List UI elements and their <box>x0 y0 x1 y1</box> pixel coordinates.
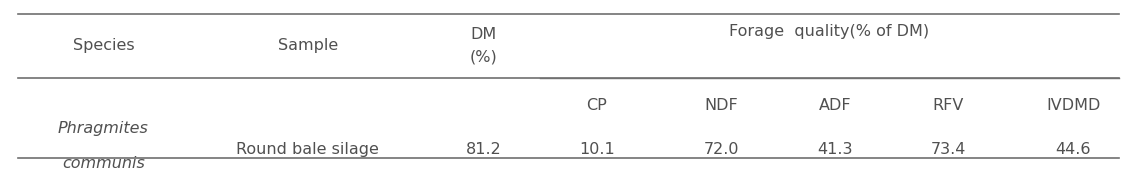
Text: CP: CP <box>587 98 607 113</box>
Text: (%): (%) <box>470 50 497 65</box>
Text: RFV: RFV <box>932 98 964 113</box>
Text: NDF: NDF <box>705 98 739 113</box>
Text: 41.3: 41.3 <box>818 142 853 157</box>
Text: DM: DM <box>471 27 497 42</box>
Text: Phragmites: Phragmites <box>58 121 149 136</box>
Text: communis: communis <box>63 156 144 171</box>
Text: Sample: Sample <box>277 38 338 53</box>
Text: 73.4: 73.4 <box>931 142 966 157</box>
Text: 10.1: 10.1 <box>579 142 615 157</box>
Text: 44.6: 44.6 <box>1055 142 1092 157</box>
Text: Forage  quality(% of DM): Forage quality(% of DM) <box>729 24 929 39</box>
Text: Round bale silage: Round bale silage <box>236 142 379 157</box>
Text: 81.2: 81.2 <box>465 142 501 157</box>
Text: IVDMD: IVDMD <box>1046 98 1101 113</box>
Text: 72.0: 72.0 <box>704 142 739 157</box>
Text: ADF: ADF <box>819 98 852 113</box>
Text: Species: Species <box>73 38 134 53</box>
